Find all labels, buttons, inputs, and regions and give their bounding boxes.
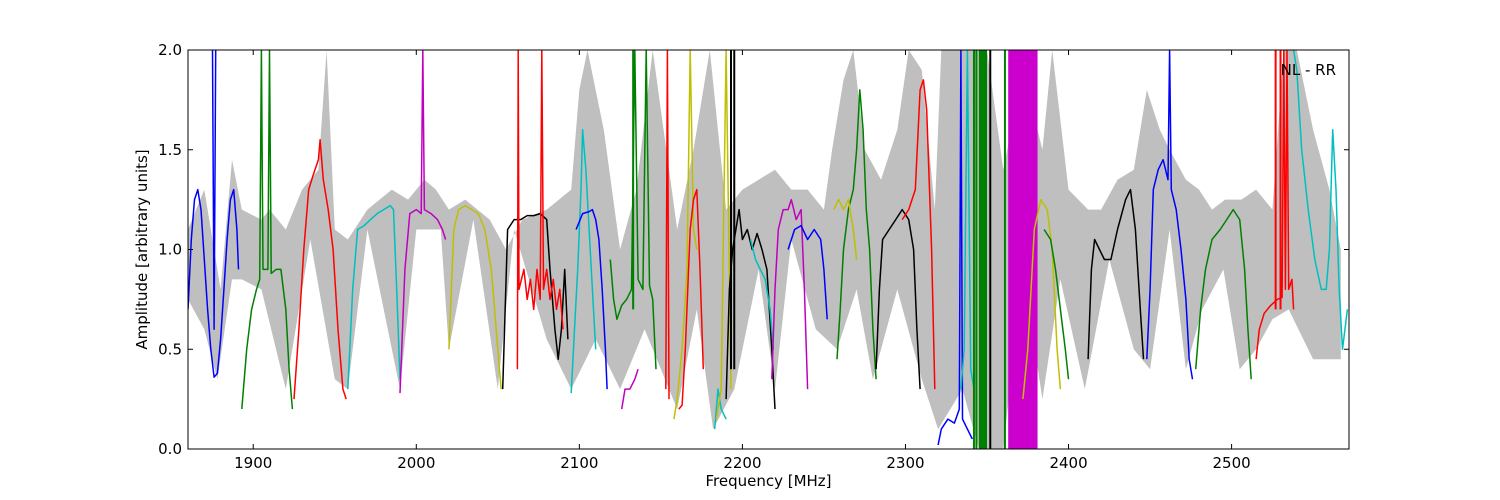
series-line-19	[749, 239, 775, 350]
y-tick-label: 2.0	[158, 41, 182, 59]
series-line-34	[1292, 50, 1349, 351]
series-line-9	[570, 129, 597, 394]
series-line-13	[665, 50, 670, 400]
series-line-31	[1146, 50, 1194, 380]
x-axis-label: Frequency [MHz]	[705, 472, 831, 490]
series-line-32	[1194, 208, 1252, 380]
series-line-29	[1043, 229, 1070, 380]
series-line-33	[1255, 50, 1295, 360]
y-tick-label: 1.0	[158, 241, 182, 259]
series-line-11	[609, 50, 657, 370]
series-line-15	[678, 188, 705, 410]
series-line-25	[901, 79, 936, 390]
series-line-1	[211, 50, 217, 331]
y-tick-label: 1.5	[158, 141, 182, 159]
x-tick-label: 2400	[1049, 454, 1087, 472]
series-line-22	[836, 89, 877, 380]
series-line-14	[673, 50, 698, 420]
chart-annotation: NL - RR	[1281, 61, 1336, 79]
series-line-27	[960, 50, 975, 390]
series-line-3	[293, 139, 347, 400]
series-line-5	[399, 50, 447, 394]
series-line-2	[241, 50, 294, 410]
shaded-band-1	[978, 50, 988, 449]
series-line-4	[347, 204, 401, 390]
x-tick-label: 2100	[560, 454, 598, 472]
x-tick-label: 1900	[234, 454, 272, 472]
series-line-12	[620, 368, 639, 410]
y-axis-label: Amplitude [arbitrary units]	[133, 149, 151, 349]
x-tick-label: 2200	[723, 454, 761, 472]
series-line-30	[1087, 188, 1145, 360]
series-line-0	[188, 188, 240, 378]
envelope-band	[188, 50, 1341, 449]
series-line-26	[937, 50, 973, 446]
series-line-24	[875, 208, 921, 390]
x-tick-label: 2500	[1213, 454, 1251, 472]
x-tick-label: 2000	[397, 454, 435, 472]
series-line-8	[516, 50, 564, 370]
series-line-10	[575, 208, 608, 390]
series-line-21	[787, 224, 828, 320]
series-line-23	[833, 198, 858, 260]
series-line-20	[771, 198, 809, 390]
series-line-18	[725, 208, 776, 410]
series-line-17	[715, 50, 732, 420]
y-tick-label: 0.5	[158, 340, 182, 358]
series-line-28	[1022, 198, 1062, 400]
y-tick-label: 0.0	[158, 440, 182, 458]
x-tick-label: 2300	[886, 454, 924, 472]
series-line-6	[448, 204, 502, 390]
